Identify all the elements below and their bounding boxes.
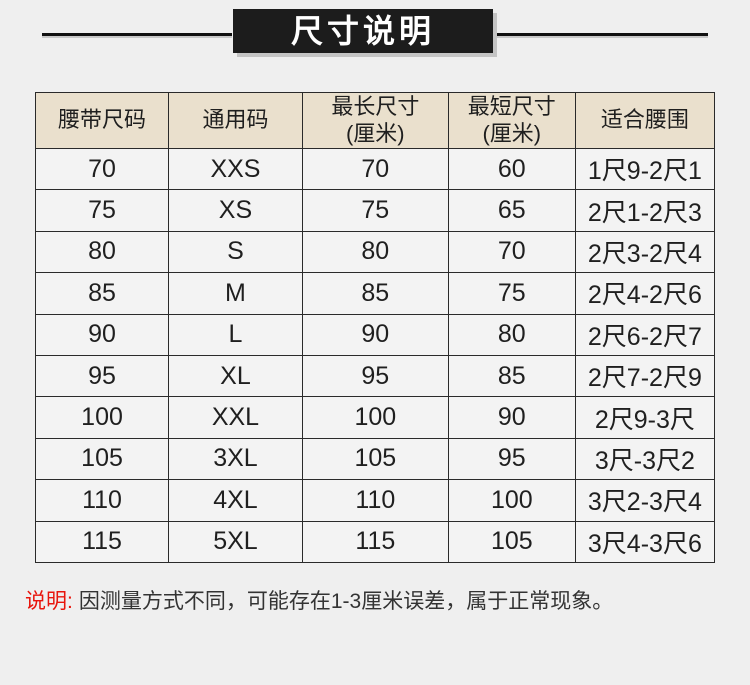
table-row: 115 5XL 115 105 3尺4-3尺6 <box>34 520 716 563</box>
table-header-row: 腰带尺码 通用码 最长尺寸 (厘米) 最短尺寸 (厘米) 适合腰围 <box>34 92 716 149</box>
table-cell: XXS <box>168 147 303 191</box>
table-cell: 3尺-3尺2 <box>574 437 716 481</box>
table-cell: 2尺3-2尺4 <box>574 230 716 274</box>
title-divider-left <box>42 33 232 36</box>
table-cell: 60 <box>447 147 576 191</box>
table-cell: 110 <box>34 479 170 522</box>
table-cell: 80 <box>301 230 449 274</box>
table-cell: 110 <box>301 479 449 522</box>
table-row: 70 XXS 70 60 1尺9-2尺1 <box>34 147 716 191</box>
page-title: 尺寸说明 <box>290 13 435 49</box>
table-cell: 65 <box>447 189 576 232</box>
table-cell: 3尺4-3尺6 <box>574 520 716 563</box>
table-cell: 75 <box>34 189 170 232</box>
table-cell: S <box>168 230 303 274</box>
size-table: 腰带尺码 通用码 最长尺寸 (厘米) 最短尺寸 (厘米) 适合腰围 70 XXS 7… <box>34 92 716 563</box>
table-cell: L <box>168 313 303 356</box>
header-cell-universal-size: 通用码 <box>168 92 303 149</box>
table-cell: 85 <box>34 272 170 315</box>
table-cell: 70 <box>447 230 576 274</box>
header-cell-min-length: 最短尺寸 (厘米) <box>447 92 576 149</box>
table-cell: 100 <box>301 396 449 439</box>
table-cell: 5XL <box>168 520 303 563</box>
table-row: 90 L 90 80 2尺6-2尺7 <box>34 313 716 356</box>
table-cell: 95 <box>301 354 449 398</box>
header-cell-waist-fit: 适合腰围 <box>574 92 716 149</box>
table-row: 85 M 85 75 2尺4-2尺6 <box>34 272 716 315</box>
header-cell-belt-size: 腰带尺码 <box>34 92 170 149</box>
table-cell: 105 <box>34 437 170 481</box>
size-table-body: 70 XXS 70 60 1尺9-2尺1 75 XS 75 65 2尺1-2尺3 80 S 80 70 2尺… <box>34 147 716 563</box>
table-cell: 85 <box>447 354 576 398</box>
table-cell: 90 <box>447 396 576 439</box>
table-cell: 2尺4-2尺6 <box>574 272 716 315</box>
table-cell: 2尺1-2尺3 <box>574 189 716 232</box>
table-cell: 85 <box>301 272 449 315</box>
table-cell: 75 <box>447 272 576 315</box>
table-row: 75 XS 75 65 2尺1-2尺3 <box>34 189 716 232</box>
table-cell: 3尺2-3尺4 <box>574 479 716 522</box>
table-cell: 4XL <box>168 479 303 522</box>
table-cell: 115 <box>301 520 449 563</box>
title-banner: 尺寸说明 <box>233 9 493 53</box>
table-cell: 3XL <box>168 437 303 481</box>
note-text: 因测量方式不同，可能存在1-3厘米误差，属于正常现象。 <box>78 590 614 613</box>
table-cell: 95 <box>447 437 576 481</box>
table-cell: 105 <box>301 437 449 481</box>
table-row: 80 S 80 70 2尺3-2尺4 <box>34 230 716 274</box>
table-cell: 80 <box>34 230 170 274</box>
table-cell: 1尺9-2尺1 <box>574 147 716 191</box>
table-cell: 100 <box>447 479 576 522</box>
table-row: 105 3XL 105 95 3尺-3尺2 <box>34 437 716 481</box>
table-cell: XL <box>168 354 303 398</box>
table-cell: 105 <box>447 520 576 563</box>
table-cell: 2尺6-2尺7 <box>574 313 716 356</box>
table-cell: 95 <box>34 354 170 398</box>
table-cell: 75 <box>301 189 449 232</box>
table-cell: 2尺9-3尺 <box>574 396 716 439</box>
table-cell: M <box>168 272 303 315</box>
table-cell: 90 <box>34 313 170 356</box>
note-label: 说明: <box>25 590 73 613</box>
table-cell: 100 <box>34 396 170 439</box>
table-cell: XS <box>168 189 303 232</box>
table-row: 95 XL 95 85 2尺7-2尺9 <box>34 354 716 398</box>
table-cell: 70 <box>301 147 449 191</box>
header-cell-max-length: 最长尺寸 (厘米) <box>301 92 449 149</box>
table-row: 100 XXL 100 90 2尺9-3尺 <box>34 396 716 439</box>
table-cell: 2尺7-2尺9 <box>574 354 716 398</box>
table-cell: 115 <box>34 520 170 563</box>
footer-note: 说明: 因测量方式不同，可能存在1-3厘米误差，属于正常现象。 <box>25 585 613 615</box>
table-cell: XXL <box>168 396 303 439</box>
title-divider-right <box>497 33 708 36</box>
table-cell: 90 <box>301 313 449 356</box>
table-cell: 70 <box>34 147 170 191</box>
table-row: 110 4XL 110 100 3尺2-3尺4 <box>34 479 716 522</box>
table-cell: 80 <box>447 313 576 356</box>
